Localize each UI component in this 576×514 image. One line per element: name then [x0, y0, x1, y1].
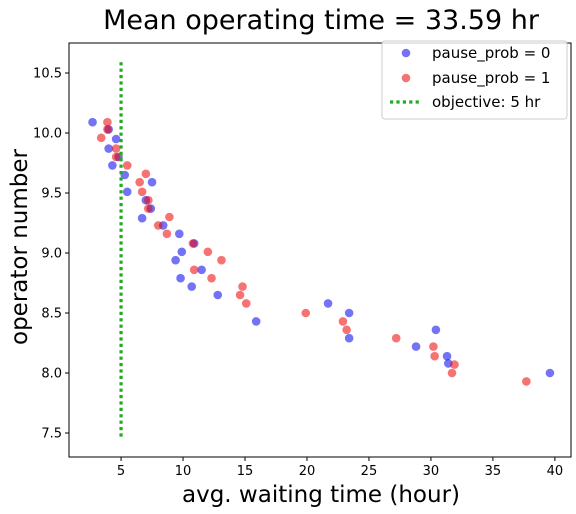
- scatter-point: [103, 117, 112, 127]
- legend-label-pause-prob-1: pause_prob = 1: [432, 69, 550, 88]
- scatter-point: [153, 221, 163, 230]
- scatter-point: [342, 325, 351, 335]
- y-axis-ticks: 7.5 8.0 8.5 9.0 9.5 10.0 10.5: [33, 67, 69, 442]
- scatter-point: [545, 368, 555, 378]
- scatter-point: [122, 187, 132, 197]
- x-tick-label: 25: [361, 464, 378, 479]
- scatter-point: [450, 360, 459, 369]
- scatter-point: [104, 144, 113, 153]
- scatter-point: [189, 265, 199, 275]
- scatter-point: [429, 342, 438, 351]
- scatter-point: [177, 247, 187, 257]
- x-axis-ticks: 5 10 15 20 25 30 35 40: [117, 457, 563, 479]
- scatter-point: [103, 125, 112, 134]
- scatter-point: [323, 299, 333, 308]
- scatter-point: [411, 342, 421, 351]
- scatter-point: [338, 317, 348, 326]
- scatter-point: [171, 255, 180, 265]
- plot-area: [88, 62, 555, 437]
- scatter-point: [522, 377, 531, 386]
- legend-marker-pause-prob-1: [401, 73, 411, 83]
- y-tick-label: 8.5: [41, 307, 62, 322]
- scatter-point: [430, 351, 439, 361]
- scatter-point: [217, 255, 226, 265]
- legend-label-pause-prob-0: pause_prob = 0: [432, 44, 550, 63]
- scatter-point: [144, 204, 153, 213]
- y-tick-label: 10.0: [33, 127, 62, 142]
- scatter-point: [188, 239, 198, 248]
- scatter-point: [137, 213, 147, 223]
- scatter-point: [197, 265, 206, 275]
- scatter-point: [207, 273, 216, 283]
- legend-marker-pause-prob-0: [401, 48, 411, 58]
- scatter-point: [391, 333, 401, 343]
- legend-box: [381, 40, 568, 120]
- scatter-point: [111, 144, 121, 153]
- scatter-point: [144, 195, 153, 205]
- scatter-point: [135, 177, 144, 187]
- legend: pause_prob = 0 pause_prob = 1 objective:…: [381, 40, 568, 120]
- scatter-point: [141, 169, 151, 179]
- scatter-point: [122, 161, 132, 170]
- scatter-point: [137, 187, 147, 197]
- scatter-point: [251, 317, 261, 326]
- plot-frame: [68, 42, 572, 458]
- scatter-point: [187, 282, 197, 291]
- scatter-point: [96, 133, 106, 143]
- scatter-point: [108, 161, 117, 170]
- scatter-point: [165, 212, 174, 222]
- scatter-point: [344, 308, 354, 318]
- scatter-point: [431, 325, 441, 335]
- x-tick-label: 20: [299, 464, 316, 479]
- x-tick-label: 30: [423, 464, 440, 479]
- chart-title: Mean operating time = 33.59 hr: [103, 5, 540, 36]
- legend-label-objective: objective: 5 hr: [432, 93, 541, 111]
- scatter-point: [111, 152, 121, 162]
- x-tick-label: 15: [237, 464, 254, 479]
- scatter-point: [238, 282, 247, 291]
- scatter-point: [447, 368, 457, 378]
- scatter-point: [176, 273, 185, 283]
- x-tick-label: 10: [175, 464, 192, 479]
- series-1: [96, 117, 531, 386]
- y-axis-label: operator number: [7, 148, 33, 345]
- x-tick-label: 5: [117, 464, 125, 479]
- scatter-point: [147, 177, 157, 187]
- scatter-point: [344, 333, 354, 343]
- scatter-point: [235, 290, 245, 300]
- y-tick-label: 8.0: [41, 367, 62, 382]
- x-axis-label: avg. waiting time (hour): [182, 482, 460, 508]
- series-0: [88, 117, 555, 378]
- y-tick-label: 9.5: [41, 187, 62, 202]
- x-tick-label: 35: [485, 464, 502, 479]
- scatter-point: [442, 351, 452, 361]
- scatter-point: [88, 117, 97, 127]
- y-tick-label: 9.0: [41, 247, 62, 262]
- y-tick-label: 7.5: [41, 427, 62, 442]
- scatter-point: [162, 229, 172, 239]
- scatter-point: [213, 290, 223, 300]
- scatter-point: [241, 299, 251, 308]
- scatter-point: [203, 247, 213, 257]
- scatter-point: [111, 134, 121, 144]
- scatter-point: [175, 229, 184, 239]
- scatter-point: [301, 308, 311, 318]
- x-tick-label: 40: [547, 464, 564, 479]
- y-tick-label: 10.5: [33, 67, 62, 82]
